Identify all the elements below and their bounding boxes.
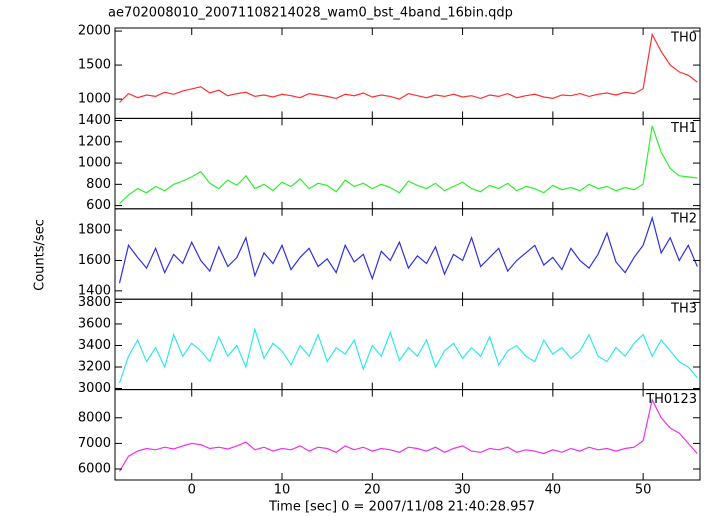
light-curve (118, 327, 698, 384)
panel-frame (114, 298, 701, 391)
panel-frame (114, 27, 701, 119)
y-tick-label: 1600 (78, 253, 111, 268)
panel-frame (114, 389, 701, 481)
x-tick-label: 0 (188, 483, 196, 498)
panel-frame (114, 117, 701, 210)
panel-label: TH3 (670, 302, 697, 317)
y-tick-label: 3200 (78, 360, 111, 375)
panel-label: TH1 (670, 121, 697, 136)
y-tick-label: 7000 (78, 436, 111, 451)
y-tick-label: 800 (86, 177, 111, 192)
y-tick-label: 3600 (78, 316, 111, 331)
y-tick-label: 1400 (78, 283, 111, 298)
y-axis-label: Counts/sec (33, 219, 48, 291)
x-tick-label: 40 (545, 483, 562, 498)
x-tick-label: 30 (454, 483, 471, 498)
y-tick-label: 1800 (78, 223, 111, 238)
panel-label: TH0123 (645, 392, 697, 407)
panel-frame (114, 208, 701, 300)
x-tick-label: 10 (274, 483, 291, 498)
y-tick-label: 3000 (78, 381, 111, 396)
y-tick-label: 3400 (78, 338, 111, 353)
y-tick-label: 8000 (78, 410, 111, 425)
light-curve (119, 125, 698, 204)
y-tick-label: 1400 (78, 113, 111, 128)
panel-label: TH2 (670, 211, 697, 226)
x-tick-label: 50 (635, 483, 652, 498)
y-tick-label: 600 (86, 198, 111, 213)
light-curve (119, 32, 698, 103)
chart-title: ae702008010_20071108214028_wam0_bst_4ban… (108, 6, 513, 21)
light-curve (118, 215, 698, 284)
y-tick-label: 2000 (78, 24, 111, 39)
y-tick-label: 6000 (78, 461, 111, 476)
panel-label: TH0 (670, 31, 697, 46)
x-tick-label: 20 (364, 483, 381, 498)
x-axis-label: Time [sec] 0 = 2007/11/08 21:40:28.957 (268, 500, 535, 515)
y-tick-label: 1000 (78, 156, 111, 171)
y-tick-label: 1000 (78, 92, 111, 107)
y-tick-label: 1500 (78, 58, 111, 73)
y-tick-label: 3800 (78, 295, 111, 310)
y-tick-label: 1200 (78, 134, 111, 149)
light-curve (118, 398, 698, 472)
